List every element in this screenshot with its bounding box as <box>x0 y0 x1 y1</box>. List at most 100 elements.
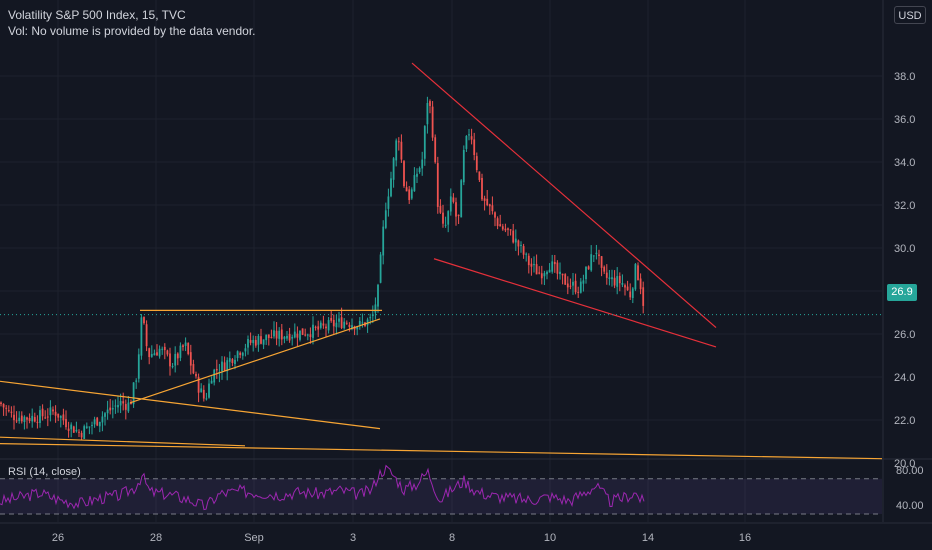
candle-body <box>540 273 543 279</box>
candle-body <box>163 346 166 351</box>
candle-body <box>101 416 104 423</box>
candle-body <box>54 411 57 416</box>
candle-body <box>634 264 637 290</box>
candle-body <box>62 414 65 421</box>
candle-body <box>629 291 632 298</box>
candle-body <box>13 414 15 421</box>
candle-body <box>366 319 369 326</box>
candle-body <box>426 102 429 125</box>
candle-body <box>436 163 439 207</box>
candle-body <box>400 141 403 160</box>
y-tick-label: 20.0 <box>894 458 915 470</box>
candle-body <box>189 352 192 366</box>
candle-body <box>387 196 390 209</box>
candle-body <box>397 141 400 143</box>
orange-trendline <box>0 443 883 460</box>
y-tick-label: 26.0 <box>894 329 915 341</box>
candle-body <box>535 264 538 275</box>
candle-body <box>330 318 333 321</box>
candle-body <box>278 330 281 339</box>
candle-body <box>114 405 117 407</box>
candle-body <box>592 255 595 257</box>
candle-body <box>182 345 184 347</box>
candle-body <box>358 320 361 325</box>
rsi-label[interactable]: RSI (14, close) <box>8 466 81 478</box>
candle-body <box>379 254 382 283</box>
candles <box>0 96 645 441</box>
candle-body <box>421 159 424 169</box>
candle-body <box>351 325 353 329</box>
candle-body <box>223 362 226 371</box>
candle-body <box>543 273 546 277</box>
candle-body <box>215 368 218 371</box>
candle-body <box>176 353 179 359</box>
candle-body <box>361 322 364 324</box>
candle-body <box>553 261 556 265</box>
candle-body <box>10 411 13 413</box>
y-tick-label: 38.0 <box>894 71 915 83</box>
candle-body <box>626 286 629 291</box>
candle-body <box>442 212 444 224</box>
candle-body <box>317 326 320 330</box>
candle-body <box>304 334 307 336</box>
candle-body <box>395 140 398 161</box>
candle-body <box>335 322 338 328</box>
candle-body <box>273 330 275 337</box>
candle-body <box>67 428 70 431</box>
candle-body <box>137 354 140 379</box>
orange-trendline <box>129 318 381 404</box>
candle-body <box>65 419 67 428</box>
candle-body <box>564 274 567 285</box>
candle-body <box>244 348 247 352</box>
candle-body <box>470 136 473 140</box>
orange-trendline <box>0 380 381 430</box>
red-trendline <box>411 62 717 329</box>
candle-body <box>275 330 278 339</box>
candle-body <box>455 202 457 217</box>
candle-body <box>122 401 125 404</box>
y-tick-label: 36.0 <box>894 114 915 126</box>
candle-body <box>621 283 624 285</box>
candle-body <box>322 323 325 326</box>
candle-body <box>517 240 520 247</box>
candle-body <box>109 407 112 411</box>
candle-body <box>252 339 255 344</box>
candle-body <box>483 198 486 201</box>
candle-body <box>145 324 148 347</box>
candle-body <box>140 317 143 356</box>
x-tick-label: Sep <box>244 532 264 544</box>
x-tick-label: 8 <box>449 532 455 544</box>
y-tick-label: 30.0 <box>894 243 915 255</box>
candle-body <box>572 281 574 286</box>
candle-body <box>150 354 153 357</box>
candle-body <box>327 320 330 331</box>
candle-body <box>520 244 522 246</box>
candle-body <box>106 409 109 414</box>
candle-body <box>600 256 603 268</box>
candle-body <box>148 348 151 358</box>
candle-body <box>52 409 54 412</box>
y-tick-label: 32.0 <box>894 200 915 212</box>
candle-body <box>70 424 73 430</box>
candle-body <box>460 180 463 218</box>
candle-body <box>153 353 156 356</box>
x-tick-label: 26 <box>52 532 64 544</box>
candle-body <box>228 358 231 362</box>
candle-body <box>296 333 299 338</box>
candle-body <box>527 255 530 266</box>
candle-body <box>44 417 47 419</box>
candle-body <box>546 271 548 275</box>
candle-body <box>249 340 252 343</box>
red-trendline <box>433 258 717 348</box>
candle-body <box>135 380 138 382</box>
candle-body <box>260 336 262 344</box>
rsi-line <box>0 464 645 511</box>
candle-body <box>280 329 283 340</box>
candle-body <box>96 417 99 426</box>
currency-button[interactable]: USD <box>894 6 926 24</box>
candle-body <box>371 314 374 317</box>
candle-body <box>618 275 621 284</box>
candle-body <box>577 291 580 293</box>
candle-body <box>319 322 322 328</box>
